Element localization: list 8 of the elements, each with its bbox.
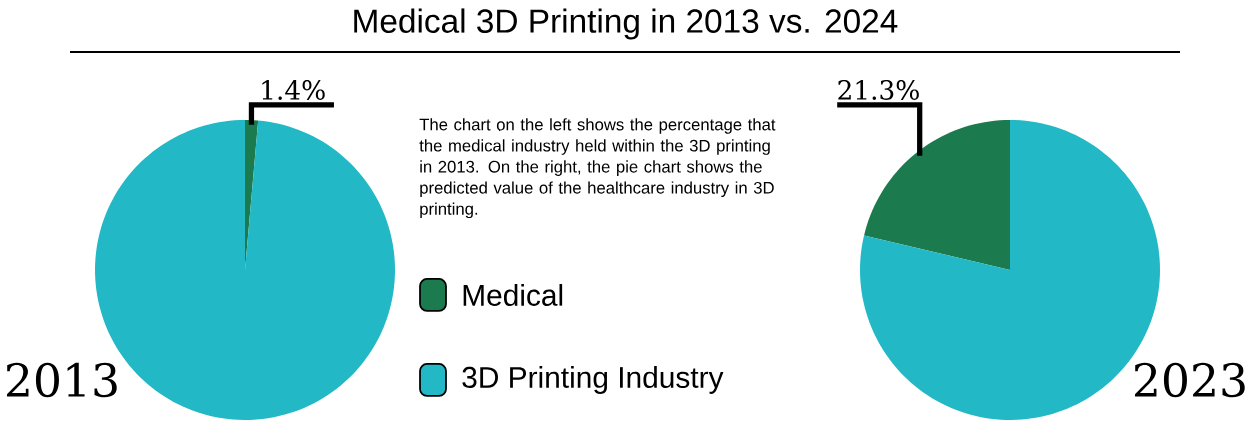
legend-label: 3D Printing Industry xyxy=(462,366,724,394)
chart-title: Medical 3D Printing in 2013 vs. 2024 xyxy=(354,8,898,40)
data-label: 21.3% xyxy=(838,79,919,100)
legend-label: Medical xyxy=(463,284,563,306)
text: The chart on the left shows the percentage that the medical industry held within the 3D printing in 2013. On the right, the pie chart shows the predicted value of the healthcare industry in 3D printing. xyxy=(419,118,776,219)
data-label: 1.4% xyxy=(262,79,325,100)
text: 2023 xyxy=(1134,362,1245,398)
text: 2013 xyxy=(6,362,117,398)
